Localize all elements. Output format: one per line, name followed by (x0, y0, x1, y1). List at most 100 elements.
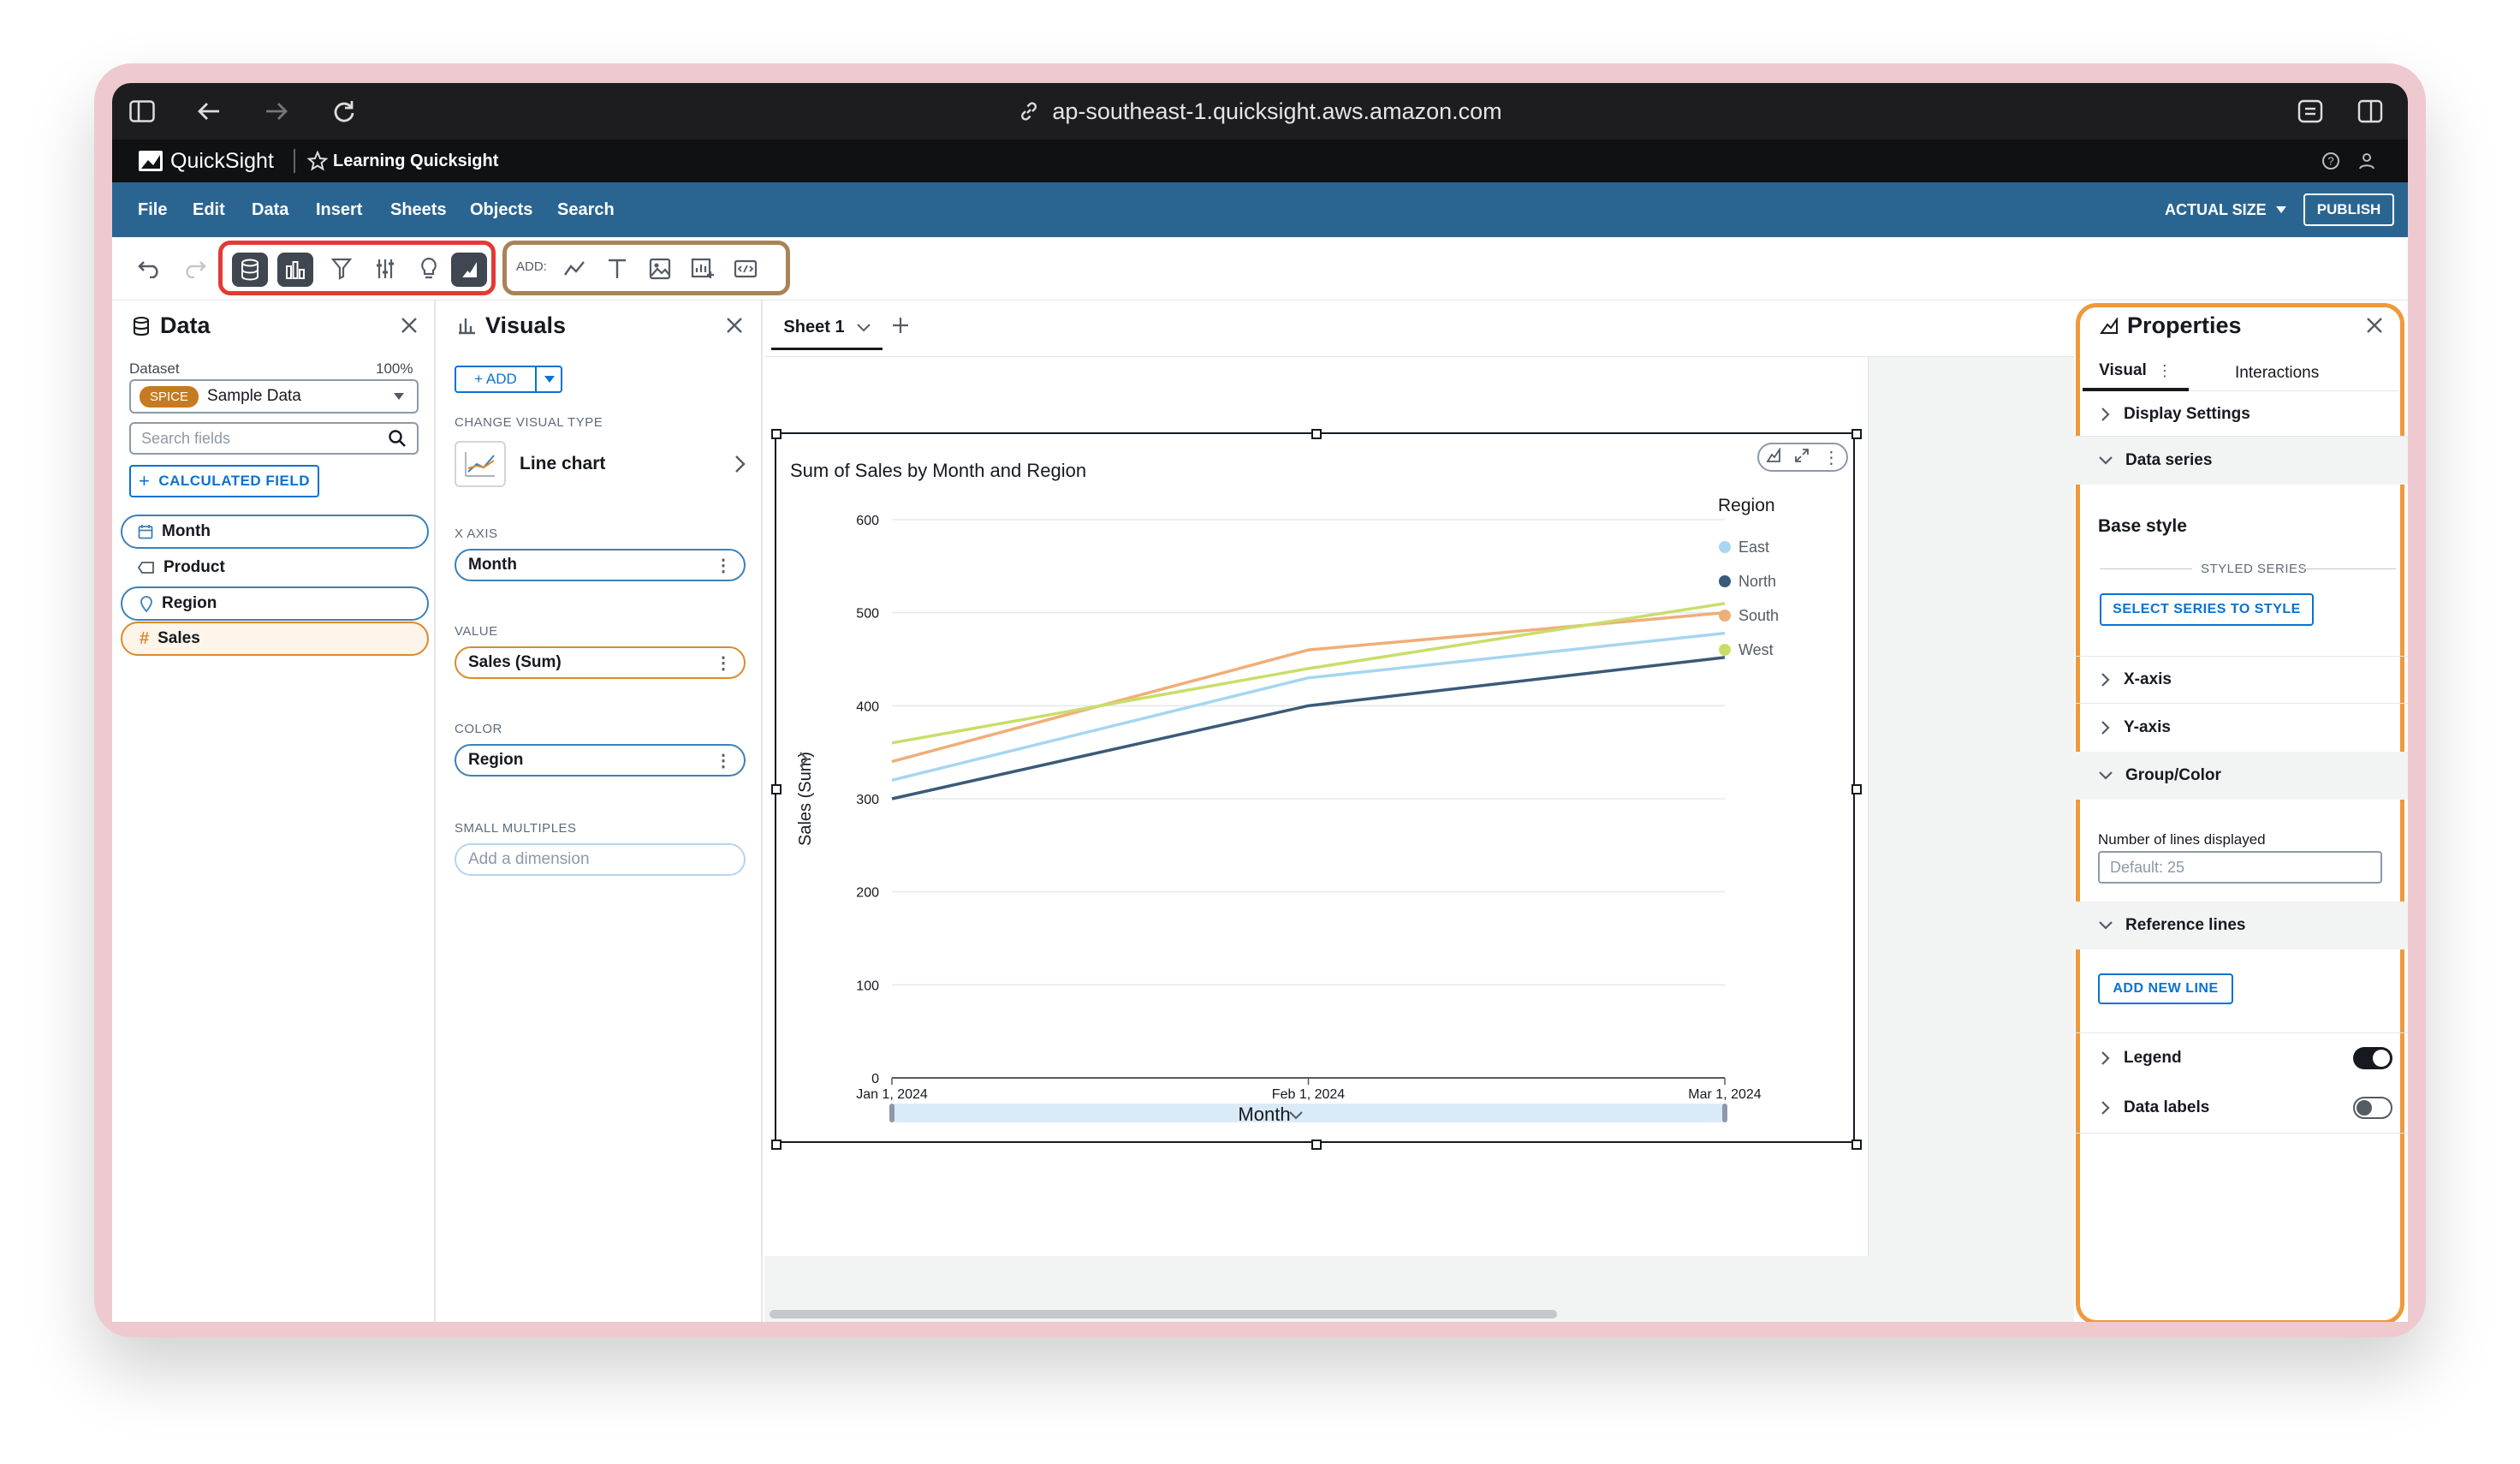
add-image-icon[interactable] (639, 237, 681, 301)
resize-handle (771, 429, 782, 439)
visual-type-selector[interactable]: Line chart (455, 437, 746, 491)
base-style-label: Base style (2098, 516, 2187, 536)
browser-chrome: ap-southeast-1.quicksight.aws.amazon.com (112, 83, 2408, 140)
close-data-pane-icon[interactable] (400, 316, 419, 339)
more-options-icon[interactable]: ⋮ (715, 653, 732, 673)
extension-icon[interactable] (2289, 83, 2332, 140)
more-options-icon[interactable]: ⋮ (715, 751, 732, 771)
tab-interactions[interactable]: Interactions (2235, 364, 2320, 382)
insights-bulb-icon[interactable] (408, 237, 449, 301)
reference-lines-label: Reference lines (2125, 916, 2246, 934)
publish-button[interactable]: PUBLISH (2303, 193, 2394, 226)
horizontal-scrollbar[interactable] (770, 1310, 1557, 1318)
split-view-icon[interactable] (2349, 83, 2392, 140)
sheet-tab[interactable]: Sheet 1 (771, 307, 883, 350)
menu-search[interactable]: Search (557, 199, 615, 219)
add-sheet-icon[interactable] (891, 316, 910, 339)
x-axis-settings-label: X-axis (2124, 670, 2172, 688)
color-label: COLOR (455, 722, 502, 736)
close-visuals-pane-icon[interactable] (725, 316, 744, 339)
group-color-row[interactable]: Group/Color (2074, 752, 2408, 800)
field-sales[interactable]: # Sales (121, 622, 429, 656)
lines-displayed-input[interactable]: Default: 25 (2098, 851, 2382, 884)
format-visual-icon[interactable] (1766, 446, 1781, 467)
range-slider-track (892, 1104, 1725, 1122)
calculated-field-button[interactable]: + CALCULATED FIELD (129, 465, 319, 497)
more-options-icon[interactable]: ⋮ (1822, 448, 1840, 467)
properties-pane: Properties Visual ⋮ Interactions Display… (2074, 301, 2408, 1322)
menu-data[interactable]: Data (252, 199, 289, 219)
tab-visual[interactable]: Visual ⋮ (2083, 354, 2189, 391)
x-axis-well[interactable]: Month ⋮ (455, 549, 746, 581)
toggle-knob (2357, 1100, 2372, 1116)
add-embed-icon[interactable] (725, 237, 766, 301)
analysis-name[interactable]: Learning Quicksight (333, 151, 499, 170)
visuals-pane-toggle-icon[interactable] (277, 253, 313, 287)
back-arrow-icon[interactable] (187, 83, 230, 140)
menu-edit[interactable]: Edit (193, 199, 225, 219)
small-multiples-well[interactable]: Add a dimension (455, 843, 746, 876)
add-insight-icon[interactable] (682, 237, 723, 301)
chevron-right-icon (2101, 1051, 2110, 1065)
select-series-button[interactable]: SELECT SERIES TO STYLE (2100, 593, 2314, 626)
field-product[interactable]: Product (121, 550, 429, 585)
add-visual-icon[interactable] (554, 237, 595, 301)
y-axis-settings-label: Y-axis (2124, 718, 2171, 736)
legend-row[interactable]: Legend (2074, 1033, 2408, 1083)
field-month[interactable]: Month (121, 515, 429, 549)
menu-objects[interactable]: Objects (470, 199, 533, 219)
value-well[interactable]: Sales (Sum) ⋮ (455, 646, 746, 679)
menu-sheets[interactable]: Sheets (390, 199, 447, 219)
add-visual-button[interactable]: + ADD (455, 366, 562, 393)
actual-size-dropdown[interactable]: ACTUAL SIZE (2165, 182, 2287, 237)
y-axis-row[interactable]: Y-axis (2074, 704, 2408, 752)
legend-toggle[interactable] (2353, 1047, 2392, 1069)
series-line-north (891, 656, 1726, 800)
field-region[interactable]: Region (121, 586, 429, 621)
data-series-row[interactable]: Data series (2074, 437, 2408, 485)
expand-icon[interactable] (1794, 448, 1810, 467)
chevron-right-icon (2101, 673, 2110, 687)
star-icon[interactable] (306, 150, 329, 176)
close-properties-icon[interactable] (2365, 316, 2384, 339)
menu-file[interactable]: File (138, 199, 168, 219)
reload-icon[interactable] (323, 83, 366, 140)
dataset-select[interactable]: SPICE Sample Data (129, 379, 419, 414)
quicksight-header: QuickSight Learning Quicksight ? (112, 140, 2408, 182)
controls-icon[interactable] (365, 237, 406, 301)
help-icon[interactable]: ? (2321, 152, 2340, 176)
sidebar-toggle-icon[interactable] (121, 83, 163, 140)
line-chart-visual[interactable]: Sum of Sales by Month and Region 0 100 200 3… (771, 429, 1862, 1150)
filter-icon[interactable] (321, 237, 362, 301)
user-icon[interactable] (2357, 152, 2376, 176)
x-tick-label: Mar 1, 2024 (1688, 1087, 1761, 1102)
add-text-icon[interactable] (597, 237, 638, 301)
data-series-label: Data series (2125, 451, 2213, 469)
data-labels-toggle[interactable] (2353, 1097, 2392, 1119)
search-fields-input[interactable]: Search fields (129, 422, 419, 455)
series-line-west (891, 602, 1726, 745)
legend-swatch (1719, 644, 1731, 656)
more-options-icon[interactable]: ⋮ (2156, 361, 2172, 379)
menu-insert[interactable]: Insert (316, 199, 363, 219)
redo-icon[interactable] (174, 237, 215, 301)
divider (2100, 568, 2192, 569)
y-tick-label: 400 (856, 699, 879, 714)
color-well[interactable]: Region ⋮ (455, 744, 746, 777)
address-bar[interactable]: ap-southeast-1.quicksight.aws.amazon.com (112, 83, 2408, 140)
add-new-line-button[interactable]: ADD NEW LINE (2098, 973, 2233, 1004)
data-pane-toggle-icon[interactable] (232, 253, 268, 287)
sheet-tab-bar: Sheet 1 (764, 301, 2074, 357)
quicksight-logo-icon (138, 150, 163, 177)
reference-lines-row[interactable]: Reference lines (2074, 902, 2408, 949)
legend-label: Legend (2124, 1049, 2182, 1067)
more-options-icon[interactable]: ⋮ (715, 556, 732, 575)
properties-pane-toggle-icon[interactable] (451, 253, 487, 287)
x-axis-row[interactable]: X-axis (2074, 657, 2408, 703)
display-settings-row[interactable]: Display Settings (2074, 393, 2408, 436)
app-name[interactable]: QuickSight (170, 148, 274, 173)
undo-icon[interactable] (129, 237, 170, 301)
data-labels-row[interactable]: Data labels (2074, 1083, 2408, 1133)
forward-arrow-icon[interactable] (255, 83, 298, 140)
line-chart-svg: Sum of Sales by Month and Region 0 100 200 3… (771, 429, 1862, 1150)
